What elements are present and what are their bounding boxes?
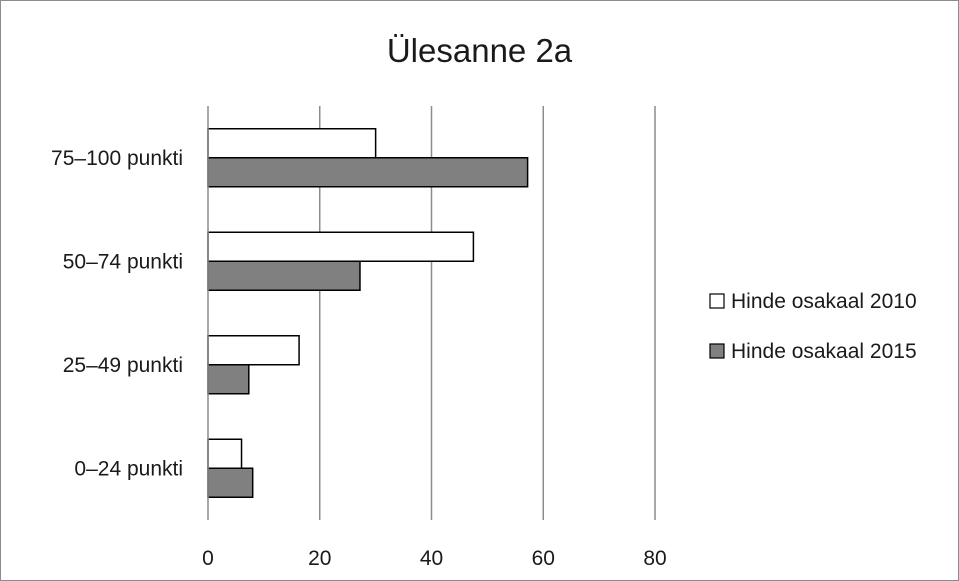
x-tick-label: 60: [532, 547, 555, 570]
bar: [207, 335, 300, 366]
x-tick-label: 0: [202, 547, 214, 570]
x-tick-label: 80: [643, 547, 666, 570]
bar: [207, 364, 250, 395]
category-label: 0–24 punkti: [74, 457, 183, 480]
legend: Hinde osakaal 2010 Hinde osakaal 2015: [709, 290, 917, 363]
bar: [207, 260, 361, 291]
category-label: 25–49 punkti: [63, 354, 183, 377]
chart-title: Ülesanne 2a: [386, 32, 573, 69]
x-tick-label: 40: [420, 547, 443, 570]
bars: [207, 128, 529, 498]
bar: [207, 231, 475, 262]
legend-label: Hinde osakaal 2010: [731, 290, 917, 313]
bar: [207, 467, 254, 498]
legend-swatch: [709, 343, 725, 359]
legend-swatch: [709, 293, 725, 309]
bar: [207, 157, 529, 188]
category-label: 50–74 punkti: [63, 250, 183, 273]
bar: [207, 128, 377, 159]
x-tick-label: 20: [308, 547, 331, 570]
category-label: 75–100 punkti: [51, 147, 183, 170]
legend-label: Hinde osakaal 2015: [731, 340, 917, 363]
category-labels: 75–100 punkti 50–74 punkti 25–49 punkti 0–2…: [51, 147, 183, 481]
bar: [207, 438, 243, 469]
x-tick-labels: 0 20 40 60 80: [202, 547, 667, 570]
